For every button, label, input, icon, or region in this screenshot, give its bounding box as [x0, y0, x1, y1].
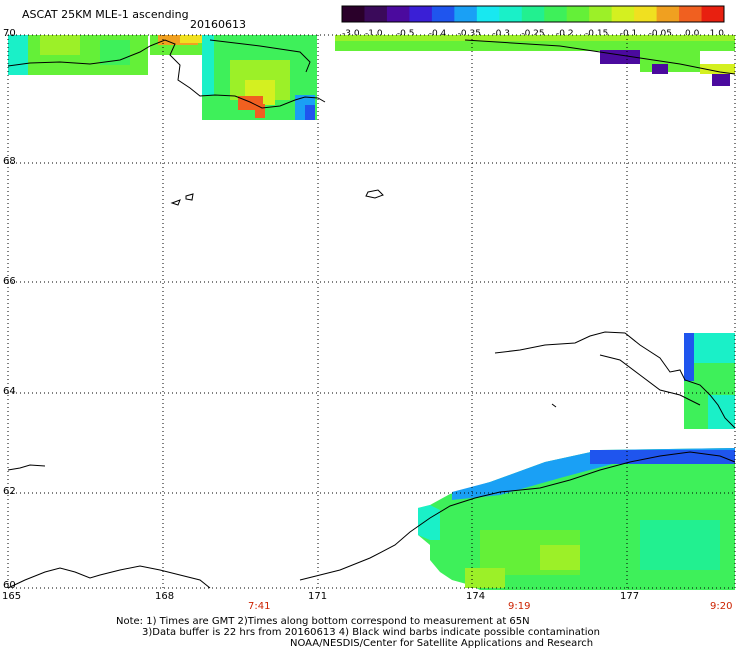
lat-label: 70 — [3, 28, 16, 39]
colorbar-cell — [656, 6, 680, 22]
colorbar-cell — [409, 6, 433, 22]
note-line-3: NOAA/NESDIS/Center for Satellite Applica… — [290, 638, 594, 649]
colorbar-tick-label: -0.15 — [585, 29, 608, 39]
colorbar-cell — [544, 6, 568, 22]
lon-label: 168 — [155, 591, 175, 602]
data-swath-northeast — [335, 35, 735, 86]
time-label: 7:41 — [248, 601, 271, 612]
lat-label: 62 — [3, 486, 16, 497]
map-date: 20160613 — [190, 18, 246, 31]
colorbar-cell — [454, 6, 478, 22]
colorbar-tick-label: -0.25 — [521, 29, 544, 39]
colorbar-tick-label: -0.2 — [556, 29, 574, 39]
colorbar-cell — [364, 6, 388, 22]
colorbar-tick-label: -1.0 — [365, 29, 383, 39]
colorbar-cell — [679, 6, 703, 22]
colorbar-cell — [521, 6, 545, 22]
colorbar-cell — [701, 6, 725, 22]
colorbar-cell — [499, 6, 523, 22]
colorbar-cell — [589, 6, 613, 22]
lon-label: 165 — [2, 591, 22, 602]
colorbar-cell — [611, 6, 635, 22]
data-swath-north-center — [150, 35, 317, 120]
note-line-2: 3)Data buffer is 22 hrs from 20160613 4)… — [142, 627, 600, 638]
time-label: 9:19 — [508, 601, 531, 612]
lat-label: 66 — [3, 276, 16, 287]
data-swath-east — [684, 333, 735, 429]
lat-lon-grid — [7, 34, 736, 589]
coastline — [7, 39, 736, 589]
lat-label: 60 — [3, 580, 16, 591]
colorbar-cell — [342, 6, 365, 22]
lat-label: 64 — [3, 386, 16, 397]
colorbar-cell — [431, 6, 455, 22]
colorbar-tick-label: -3.0 — [342, 29, 360, 39]
colorbar-tick-label: -0.1 — [620, 29, 638, 39]
colorbar-cell — [386, 6, 410, 22]
colorbar-cell — [566, 6, 590, 22]
lat-label: 68 — [3, 156, 16, 167]
colorbar-tick-label: -0.4 — [429, 29, 447, 39]
time-label: 9:20 — [710, 601, 733, 612]
colorbar-tick-label: 1.0 — [710, 29, 725, 39]
colorbar-cell — [476, 6, 500, 22]
note-line-1: Note: 1) Times are GMT 2)Times along bot… — [116, 616, 530, 627]
colorbar-tick-label: -0.3 — [492, 29, 510, 39]
lon-label: 174 — [466, 591, 486, 602]
colorbar-tick-label: -0.5 — [397, 29, 415, 39]
colorbar-tick-label: 0.0 — [685, 29, 700, 39]
colorbar: -3.0 -1.0 -0.5 -0.4 -0.35 -0.3 -0.25 -0.2 -0.15 -… — [341, 5, 725, 39]
colorbar-tick-label: -0.35 — [458, 29, 481, 39]
data-swath-northwest — [8, 35, 148, 75]
map-title: ASCAT 25KM MLE-1 ascending — [22, 8, 189, 21]
data-swath-south — [418, 448, 735, 590]
lon-label: 171 — [308, 591, 328, 602]
colorbar-cell — [634, 6, 658, 22]
colorbar-tick-label: -0.05 — [649, 29, 672, 39]
lon-label: 177 — [620, 591, 640, 602]
